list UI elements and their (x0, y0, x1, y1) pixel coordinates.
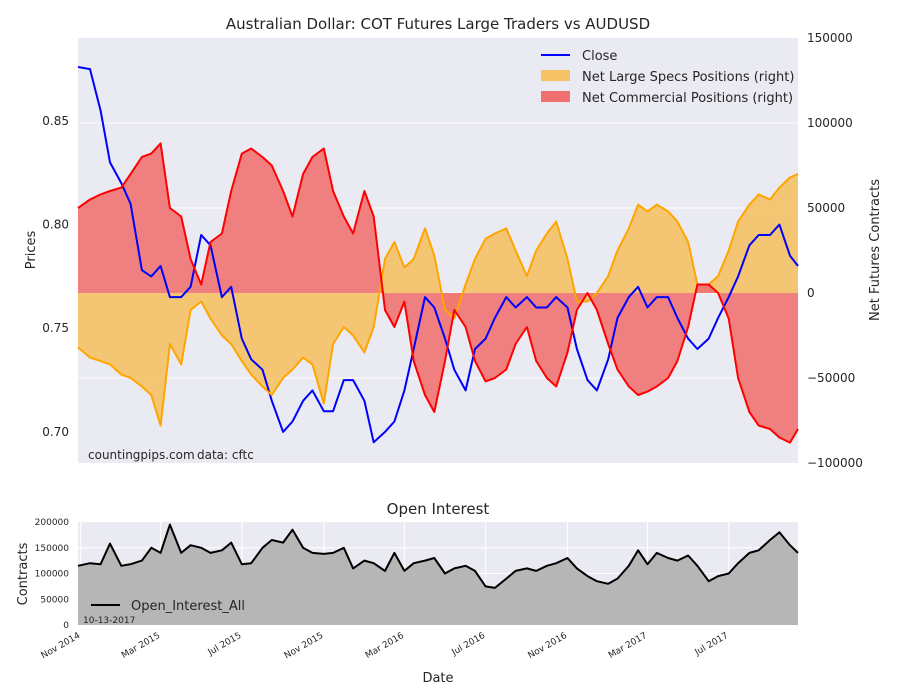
commercial-line (77, 142, 799, 444)
commercial-area (78, 143, 798, 443)
bottom-y-tick-label: 200000 (35, 518, 70, 528)
open-interest-chart: Open Interest 0 50000 100000 150000 200000 N… (16, 500, 799, 686)
date-note: 10-13-2017 (83, 616, 135, 626)
top-left-tick-label: 0.80 (42, 218, 69, 232)
legend-specs-swatch (541, 70, 570, 81)
bottom-y-tick-labels: 0 50000 100000 150000 200000 (35, 518, 70, 631)
top-legend: Close Net Large Specs Positions (right) … (541, 49, 794, 106)
specs-line (77, 173, 799, 427)
top-right-tick-label: 0 (807, 286, 815, 300)
bottom-x-tick-label: Mar 2017 (607, 631, 649, 661)
legend-oi-label: Open_Interest_All (131, 599, 245, 614)
bottom-x-tick-label: Mar 2015 (120, 631, 162, 661)
bottom-chart-title: Open Interest (387, 500, 490, 518)
top-left-axis-label: Prices (24, 231, 39, 270)
specs-area (78, 174, 798, 426)
legend-commercial-swatch (541, 91, 570, 102)
close-line (77, 66, 799, 444)
top-left-tick-labels: 0.70 0.75 0.80 0.85 (42, 114, 69, 439)
bottom-x-tick-label: Nov 2014 (40, 631, 83, 661)
bottom-x-tick-label: Nov 2015 (283, 631, 326, 661)
top-right-axis-label: Net Futures Contracts (868, 179, 883, 321)
top-right-tick-labels: −100000 −50000 0 50000 100000 150000 (807, 31, 863, 470)
bottom-y-tick-label: 150000 (35, 544, 70, 554)
top-left-tick-label: 0.70 (42, 425, 69, 439)
top-right-tick-label: −50000 (807, 371, 855, 385)
bottom-x-tick-label: Mar 2016 (364, 631, 406, 661)
data-note: data: cftc (197, 448, 254, 462)
bottom-y-axis-label: Contracts (16, 542, 31, 605)
bottom-y-tick-label: 50000 (40, 595, 69, 605)
legend-commercial-label: Net Commercial Positions (right) (582, 91, 793, 106)
bottom-legend: Open_Interest_All (91, 599, 245, 614)
open-interest-area (78, 524, 798, 625)
source-note: countingpips.com (88, 448, 195, 462)
bottom-x-tick-label: Jul 2016 (450, 631, 488, 659)
bottom-x-tick-label: Jul 2017 (693, 631, 731, 658)
bottom-x-axis-label: Date (422, 671, 453, 686)
top-series-lines (77, 66, 799, 444)
legend-close-label: Close (582, 49, 617, 64)
bottom-area (77, 523, 799, 625)
top-right-tick-label: 100000 (807, 116, 853, 130)
bottom-x-tick-label: Jul 2015 (206, 631, 244, 658)
top-area-fills (78, 143, 798, 443)
bottom-x-tick-label: Nov 2016 (527, 631, 570, 661)
bottom-y-tick-label: 100000 (35, 570, 70, 580)
price-cot-chart: 0.70 0.75 0.80 0.85 −100000 −50000 0 50000 1000… (24, 15, 883, 470)
top-left-tick-label: 0.85 (42, 114, 69, 128)
top-right-tick-label: −100000 (807, 456, 863, 470)
legend-specs-label: Net Large Specs Positions (right) (582, 70, 794, 85)
bottom-y-tick-label: 0 (63, 621, 69, 631)
top-left-tick-label: 0.75 (42, 321, 69, 335)
top-right-tick-label: 50000 (807, 201, 845, 215)
open-interest-line (77, 523, 799, 589)
bottom-x-tick-labels: Nov 2014 Mar 2015 Jul 2015 Nov 2015 Mar 2016… (40, 631, 731, 662)
top-chart-title: Australian Dollar: COT Futures Large Tra… (226, 15, 650, 33)
top-right-tick-label: 150000 (807, 31, 853, 45)
